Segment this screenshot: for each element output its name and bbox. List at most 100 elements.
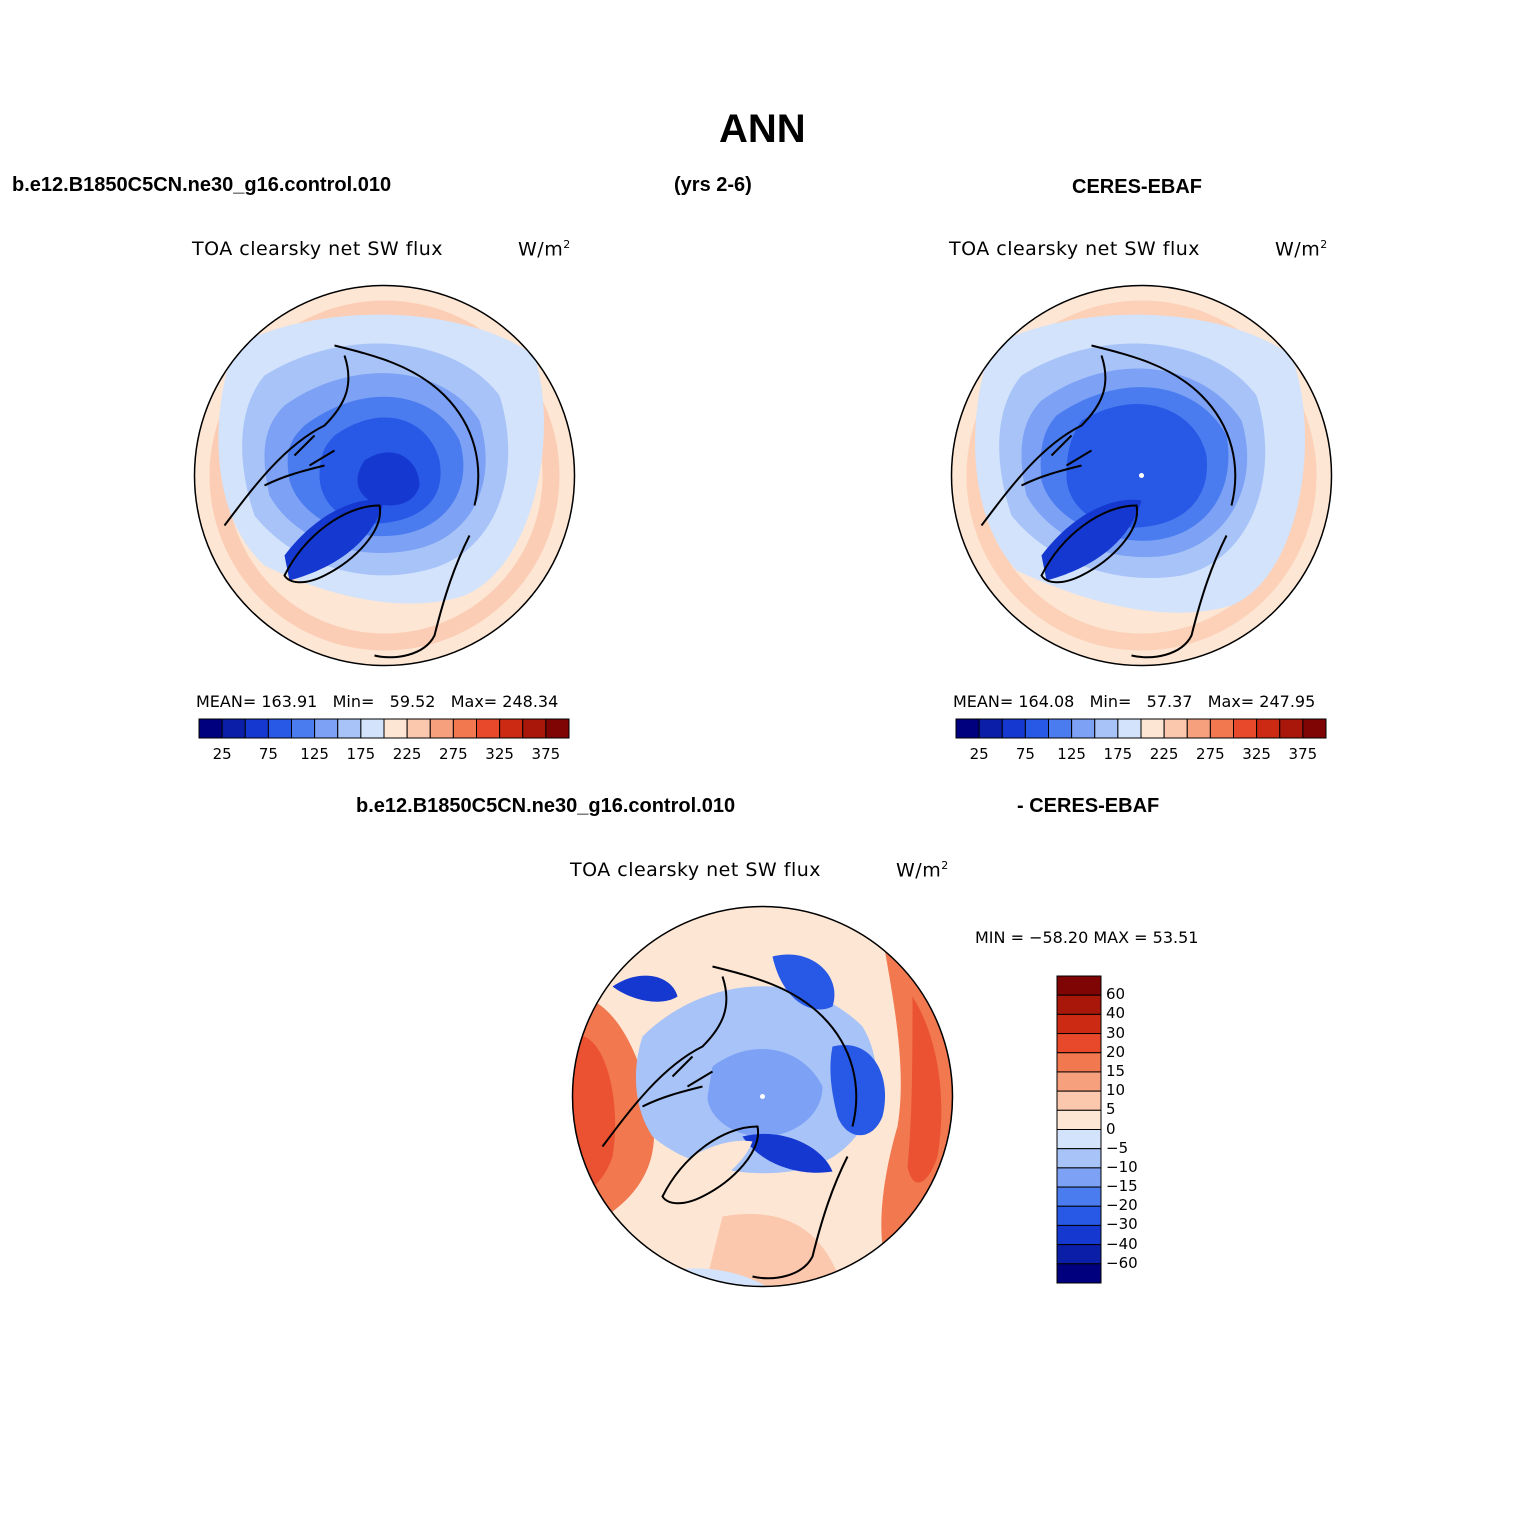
colorbar-swatch xyxy=(1056,975,1102,996)
model-panel-title: TOA clearsky net SW flux xyxy=(192,238,444,260)
colorbar-tick-label: 325 xyxy=(1242,745,1271,763)
colorbar-swatch xyxy=(1186,718,1211,739)
colorbar-tick-label: 40 xyxy=(1106,1004,1126,1023)
colorbar-swatch xyxy=(1094,718,1119,739)
colorbar-swatch xyxy=(291,718,316,739)
obs-panel-title: TOA clearsky net SW flux xyxy=(949,238,1201,260)
diff-obs-header: - CERES-EBAF xyxy=(1017,795,1160,817)
colorbar-swatch xyxy=(1140,718,1165,739)
obs-stats: MEAN= 164.08 Min= 57.37 Max= 247.95 xyxy=(953,692,1316,711)
colorbar-tick-label: −20 xyxy=(1106,1196,1138,1215)
colorbar-swatch xyxy=(1024,718,1049,739)
colorbar-tick-label: 175 xyxy=(1103,745,1133,763)
colorbar-swatch xyxy=(1302,718,1327,739)
colorbar-swatch xyxy=(1117,718,1142,739)
colorbar-tick-label: 75 xyxy=(258,745,278,763)
colorbar-tick-label: 375 xyxy=(1288,745,1318,763)
diff-minmax: MIN = −58.20 MAX = 53.51 xyxy=(975,928,1199,947)
diff-panel-title: TOA clearsky net SW flux xyxy=(570,859,822,881)
colorbar-swatch xyxy=(198,718,223,739)
colorbar-tick-label: 25 xyxy=(212,745,232,763)
colorbar-swatch xyxy=(221,718,246,739)
colorbar-swatch xyxy=(978,718,1003,739)
colorbar-swatch xyxy=(1001,718,1026,739)
colorbar-swatch xyxy=(1056,1109,1102,1130)
colorbar-tick-label: 275 xyxy=(1196,745,1225,763)
obs-colorbar xyxy=(955,718,1327,739)
colorbar-tick-label: 25 xyxy=(969,745,989,763)
colorbar-tick-label: −5 xyxy=(1106,1138,1129,1157)
colorbar-tick-label: 125 xyxy=(300,745,329,763)
colorbar-swatch xyxy=(1056,1033,1102,1054)
colorbar-swatch xyxy=(1056,1205,1102,1226)
obs-header: CERES-EBAF xyxy=(1072,176,1203,198)
colorbar-swatch xyxy=(1056,1013,1102,1035)
model-stats: MEAN= 163.91 Min= 59.52 Max= 248.34 xyxy=(196,692,559,711)
colorbar-tick-label: 60 xyxy=(1106,985,1126,1004)
colorbar-swatch xyxy=(1056,1129,1102,1150)
colorbar-swatch xyxy=(499,718,524,739)
colorbar-swatch xyxy=(522,718,547,739)
colorbar-swatch xyxy=(267,718,292,739)
diff-case-header: b.e12.B1850C5CN.ne30_g16.control.010 xyxy=(356,795,736,817)
colorbar-swatch xyxy=(1056,1244,1102,1265)
colorbar-tick-label: 75 xyxy=(1015,745,1035,763)
colorbar-swatch xyxy=(545,718,570,739)
obs-polar-map xyxy=(950,284,1333,667)
colorbar-swatch xyxy=(244,718,269,739)
figure-title: ANN xyxy=(719,107,806,151)
colorbar-swatch xyxy=(452,718,477,739)
colorbar-swatch xyxy=(1056,1052,1102,1073)
model-panel-units: W/m2 xyxy=(518,238,571,261)
colorbar-tick-label: 325 xyxy=(485,745,514,763)
colorbar-swatch xyxy=(406,718,431,739)
colorbar-swatch xyxy=(1056,1148,1102,1169)
years-header: (yrs 2-6) xyxy=(674,174,752,196)
obs-panel-units: W/m2 xyxy=(1275,238,1328,261)
colorbar-swatch xyxy=(1071,718,1096,739)
colorbar-swatch xyxy=(383,718,408,739)
diff-colorbar xyxy=(1056,975,1102,1284)
colorbar-swatch xyxy=(1163,718,1188,739)
colorbar-swatch xyxy=(1048,718,1073,739)
colorbar-swatch xyxy=(476,718,501,739)
colorbar-tick-label: −40 xyxy=(1106,1234,1138,1253)
model-colorbar xyxy=(198,718,570,739)
colorbar-swatch xyxy=(1056,1167,1102,1188)
colorbar-swatch xyxy=(1209,718,1234,739)
colorbar-tick-label: −15 xyxy=(1106,1177,1138,1196)
colorbar-swatch xyxy=(955,718,980,739)
colorbar-tick-label: 15 xyxy=(1106,1061,1126,1080)
colorbar-swatch xyxy=(429,718,454,739)
colorbar-swatch xyxy=(1056,1186,1102,1207)
colorbar-tick-label: 5 xyxy=(1106,1100,1116,1119)
colorbar-tick-label: 0 xyxy=(1106,1119,1116,1138)
diff-polar-map xyxy=(571,905,954,1288)
colorbar-swatch xyxy=(1256,718,1281,739)
colorbar-tick-label: 125 xyxy=(1057,745,1086,763)
colorbar-swatch xyxy=(1056,1263,1102,1284)
colorbar-tick-label: −30 xyxy=(1106,1215,1138,1234)
colorbar-swatch xyxy=(337,718,362,739)
colorbar-tick-label: 275 xyxy=(439,745,468,763)
colorbar-tick-label: 375 xyxy=(531,745,561,763)
model-case-header: b.e12.B1850C5CN.ne30_g16.control.010 xyxy=(12,174,392,196)
colorbar-swatch xyxy=(314,718,339,739)
colorbar-tick-label: −10 xyxy=(1106,1157,1138,1176)
colorbar-swatch xyxy=(1056,994,1102,1015)
colorbar-tick-label: 175 xyxy=(346,745,376,763)
colorbar-tick-label: 30 xyxy=(1106,1023,1126,1042)
colorbar-tick-label: −60 xyxy=(1106,1253,1138,1272)
colorbar-swatch xyxy=(1056,1071,1102,1092)
colorbar-tick-label: 20 xyxy=(1106,1042,1126,1061)
model-polar-map xyxy=(193,284,576,667)
diff-panel-units: W/m2 xyxy=(896,859,949,882)
colorbar-tick-label: 10 xyxy=(1106,1081,1126,1100)
colorbar-tick-label: 225 xyxy=(1149,745,1179,763)
colorbar-swatch xyxy=(1279,718,1304,739)
colorbar-swatch xyxy=(360,718,385,739)
colorbar-swatch xyxy=(1056,1224,1102,1246)
colorbar-swatch xyxy=(1233,718,1258,739)
colorbar-tick-label: 225 xyxy=(392,745,422,763)
colorbar-swatch xyxy=(1056,1090,1102,1111)
